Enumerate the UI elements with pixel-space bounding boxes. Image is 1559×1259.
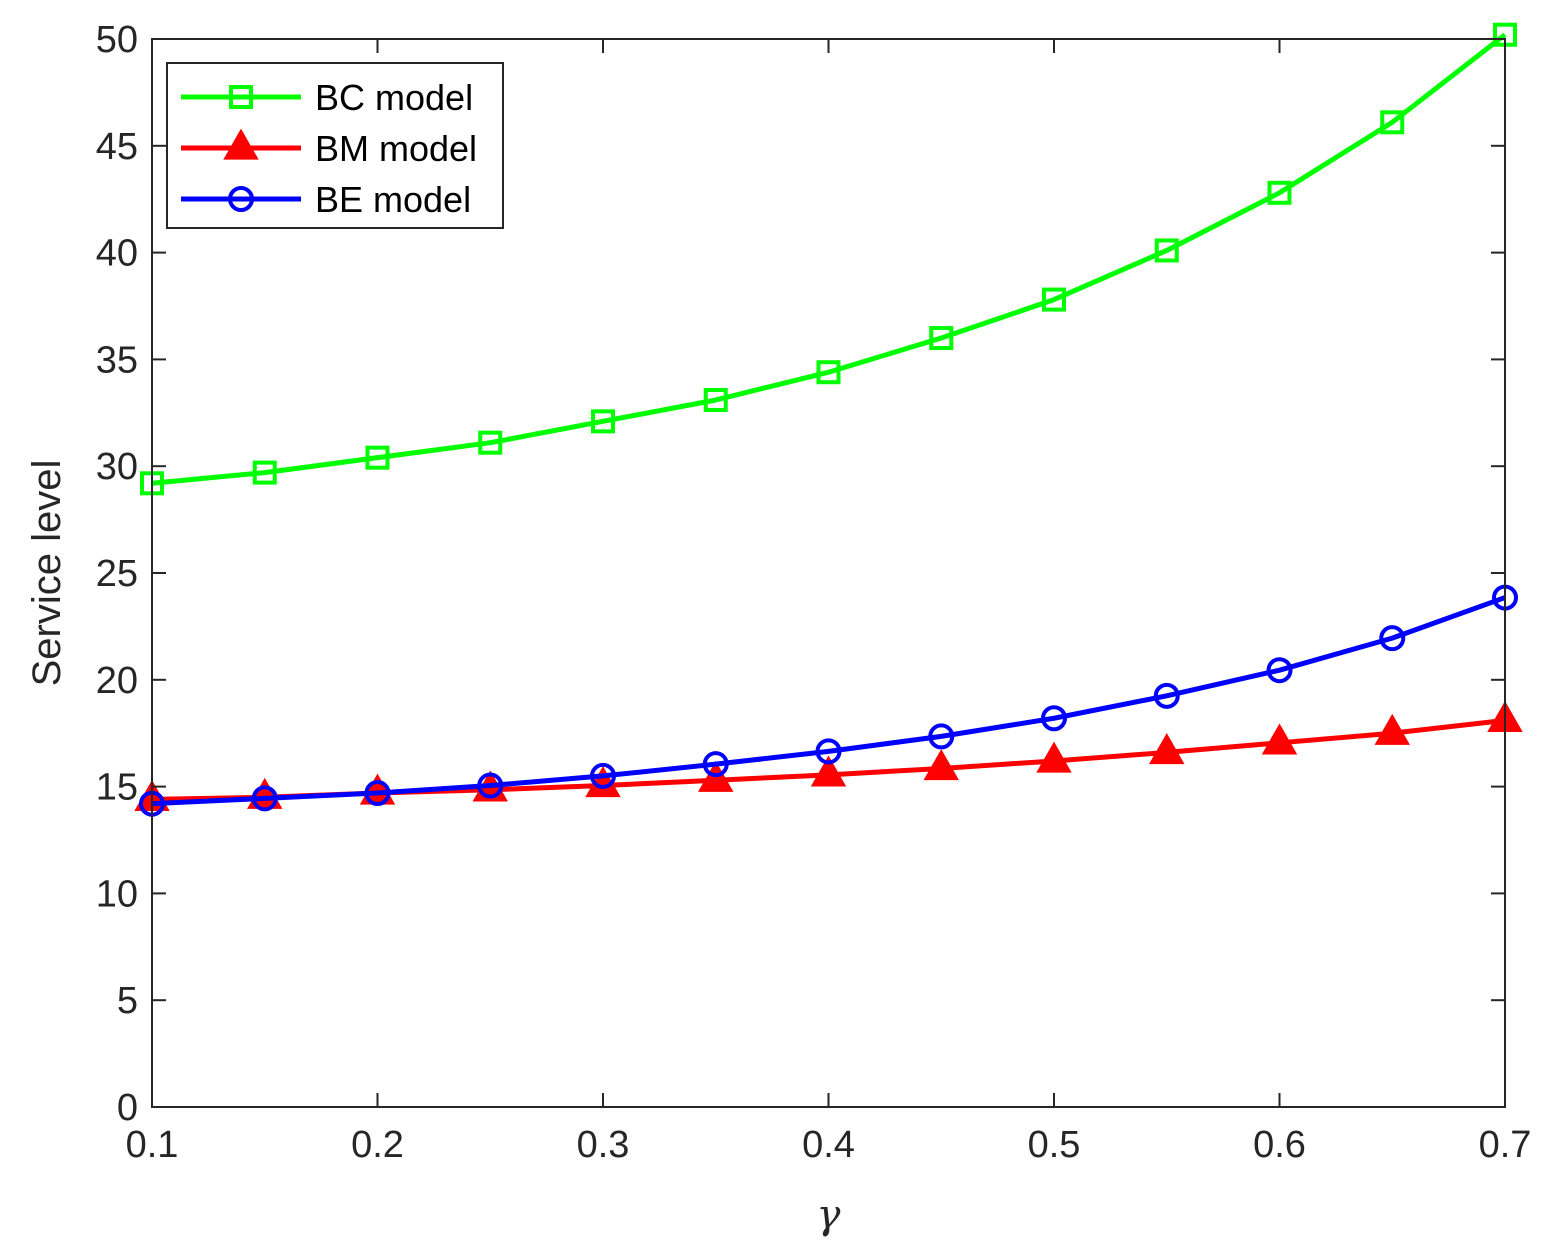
legend-label: BM model <box>315 128 477 169</box>
x-tick-label: 0.4 <box>802 1124 855 1166</box>
legend-label: BE model <box>315 179 471 220</box>
y-tick-label: 5 <box>117 980 138 1022</box>
data-point <box>815 738 842 765</box>
series-line <box>151 595 1506 807</box>
data-point <box>929 326 954 351</box>
legend-entry: BC model <box>181 77 473 118</box>
data-point <box>810 755 847 787</box>
y-tick-label: 35 <box>96 339 138 381</box>
data-point <box>1374 713 1410 745</box>
data-point <box>365 445 390 470</box>
data-point <box>590 762 616 789</box>
legend: BC model BM model BE model <box>166 62 504 229</box>
data-point <box>816 360 841 385</box>
data-point <box>1379 625 1406 652</box>
data-point <box>928 723 955 750</box>
legend-marker <box>228 186 254 212</box>
data-point <box>1149 733 1185 765</box>
y-tick-label: 45 <box>96 126 138 168</box>
y-tick-label: 30 <box>96 446 138 488</box>
legend-marker <box>223 128 259 160</box>
data-point <box>1267 180 1292 205</box>
y-tick-label: 10 <box>96 873 138 915</box>
data-point <box>1380 110 1405 135</box>
plot-frame <box>151 38 1506 1108</box>
y-tick-label: 0 <box>117 1087 138 1129</box>
data-point <box>1042 287 1066 312</box>
data-point <box>1154 238 1179 263</box>
data-point <box>1153 682 1180 709</box>
legend-entry: BE model <box>181 179 471 220</box>
y-tick-label: 20 <box>96 660 138 702</box>
x-tick-label: 0.2 <box>351 1124 404 1166</box>
y-tick-label: 15 <box>96 767 138 809</box>
x-tick-label: 0.7 <box>1479 1124 1532 1166</box>
data-point <box>923 749 959 781</box>
legend-entry: BM model <box>181 128 477 169</box>
tick-layer: 0.1 0.2 0.3 0.4 0.5 0.6 0.7 0 5 10 15 20 25 30 35 40 45 5… <box>96 19 1532 1166</box>
data-point <box>591 409 615 434</box>
x-axis-label: γ <box>817 1192 841 1238</box>
data-point <box>1036 741 1072 773</box>
data-point <box>478 430 503 455</box>
y-axis-label: Service level <box>25 460 69 687</box>
data-point <box>1261 723 1298 755</box>
x-tick-label: 0.1 <box>126 1124 179 1166</box>
data-point <box>364 780 391 807</box>
data-point <box>702 751 729 778</box>
x-tick-label: 0.6 <box>1253 1124 1306 1166</box>
legend-marker <box>229 85 253 109</box>
y-tick-label: 25 <box>96 553 138 595</box>
data-point <box>251 785 278 812</box>
series-layer <box>134 22 1523 817</box>
data-point <box>1266 657 1293 684</box>
series-line <box>151 32 1507 486</box>
y-tick-label: 50 <box>96 19 138 61</box>
data-point <box>703 387 728 412</box>
legend-label: BC model <box>315 77 473 118</box>
data-point <box>1041 705 1067 732</box>
y-tick-label: 40 <box>96 233 138 275</box>
x-tick-label: 0.5 <box>1028 1124 1081 1166</box>
x-tick-label: 0.3 <box>577 1124 630 1166</box>
data-point <box>252 460 277 485</box>
data-point <box>477 772 504 799</box>
